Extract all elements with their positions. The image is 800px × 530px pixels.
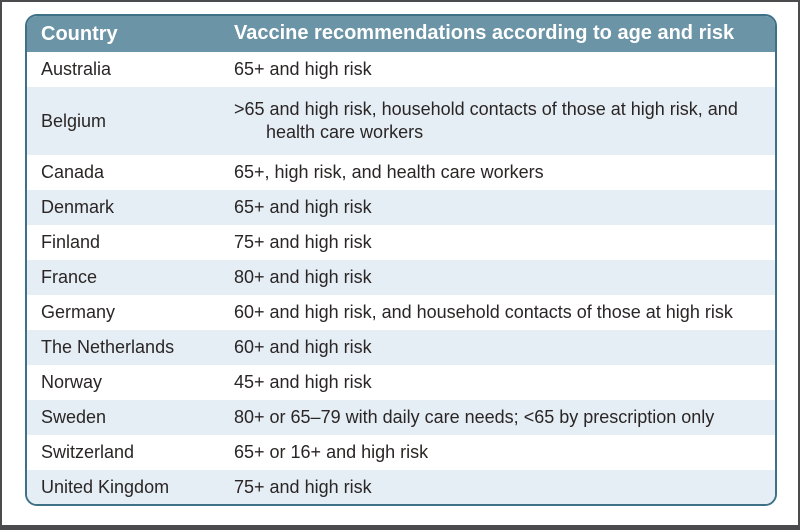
table-row: United Kingdom 75+ and high risk (27, 470, 775, 504)
recommendation-cell: 65+, high risk, and health care workers (234, 161, 544, 182)
country-cell: The Netherlands (41, 337, 175, 357)
table-row: Finland 75+ and high risk (27, 225, 775, 260)
country-cell: Norway (41, 372, 103, 392)
table-row: The Netherlands 60+ and high risk (27, 330, 775, 365)
header-country: Country (41, 22, 118, 45)
recommendation-cell: 65+ and high risk (234, 196, 372, 217)
table-row: Norway 45+ and high risk (27, 365, 775, 400)
table-row: France 80+ and high risk (27, 260, 775, 295)
country-cell: Finland (41, 232, 101, 252)
recommendation-cell: >65 and high risk, household contacts of… (234, 98, 738, 142)
header-recommendation: Vaccine recommendations according to age… (234, 21, 775, 47)
country-cell: France (41, 267, 98, 287)
country-cell: Sweden (41, 407, 107, 427)
table-row: Denmark 65+ and high risk (27, 190, 775, 225)
table-row: Canada 65+, high risk, and health care w… (27, 155, 775, 190)
recommendation-cell: 60+ and high risk (234, 336, 372, 357)
country-cell: Canada (41, 162, 105, 182)
recommendation-cell: 65+ or 16+ and high risk (234, 441, 429, 462)
table-header-row: Country Vaccine recommendations accordin… (27, 16, 775, 52)
recommendation-cell: 45+ and high risk (234, 371, 372, 392)
table-row: Sweden 80+ or 65–79 with daily care need… (27, 400, 775, 435)
recommendation-cell: 75+ and high risk (234, 231, 372, 252)
recommendation-cell: 80+ or 65–79 with daily care needs; <65 … (234, 406, 715, 427)
country-cell: Germany (41, 302, 116, 322)
country-cell: United Kingdom (41, 477, 170, 497)
recommendation-cell: 75+ and high risk (234, 476, 372, 497)
table-row: Germany 60+ and high risk, and household… (27, 295, 775, 330)
header-recommendation-label: Vaccine recommendations according to age… (234, 22, 735, 45)
country-cell: Switzerland (41, 442, 135, 462)
recommendation-cell: 80+ and high risk (234, 266, 372, 287)
country-cell: Belgium (41, 110, 107, 131)
country-cell: Australia (41, 59, 112, 79)
recommendation-cell: 65+ and high risk (234, 58, 372, 79)
table-row: Australia 65+ and high risk (27, 52, 775, 87)
vaccine-recommendations-table: Country Vaccine recommendations accordin… (25, 14, 777, 506)
table-row: Belgium >65 and high risk, household con… (27, 87, 775, 155)
table-row: Switzerland 65+ or 16+ and high risk (27, 435, 775, 470)
country-cell: Denmark (41, 197, 115, 217)
recommendation-cell: 60+ and high risk, and household contact… (234, 301, 733, 322)
